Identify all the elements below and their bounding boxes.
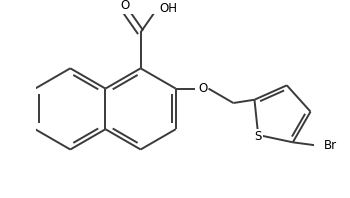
Text: O: O bbox=[120, 0, 130, 12]
Text: S: S bbox=[254, 130, 262, 143]
Text: Br: Br bbox=[323, 139, 337, 152]
Text: OH: OH bbox=[159, 2, 177, 15]
Text: O: O bbox=[198, 82, 207, 95]
